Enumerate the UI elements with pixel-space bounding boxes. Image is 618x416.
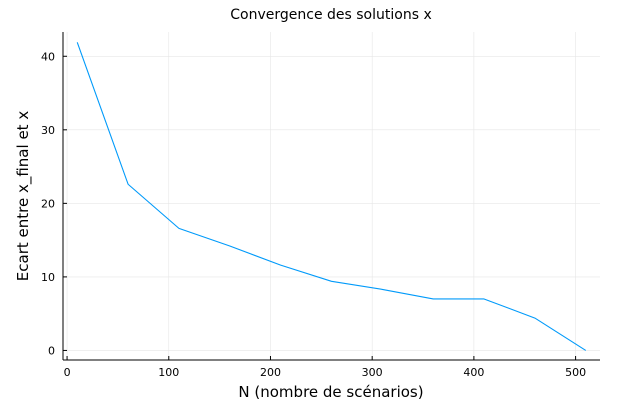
y-tick-label: 0 bbox=[48, 344, 55, 357]
y-tick-label: 40 bbox=[41, 50, 55, 63]
series-layer bbox=[76, 42, 587, 351]
y-axis-title: Ecart entre x_final et x bbox=[14, 111, 33, 282]
y-tick-label: 30 bbox=[41, 124, 55, 137]
y-tick-label: 20 bbox=[41, 197, 55, 210]
series-line bbox=[76, 42, 587, 351]
y-tick-label: 10 bbox=[41, 271, 55, 284]
axis-ticks: 0 100 200 300 400 500 0 10 20 30 40 bbox=[41, 50, 586, 379]
x-tick-label: 200 bbox=[260, 366, 281, 379]
x-tick-label: 500 bbox=[565, 366, 586, 379]
x-tick-label: 300 bbox=[362, 366, 383, 379]
x-tick-label: 0 bbox=[64, 366, 71, 379]
x-tick-label: 400 bbox=[463, 366, 484, 379]
chart-title: Convergence des solutions x bbox=[230, 7, 431, 23]
x-tick-label: 100 bbox=[158, 366, 179, 379]
x-axis-title: N (nombre de scénarios) bbox=[238, 383, 423, 401]
grid bbox=[63, 32, 600, 360]
